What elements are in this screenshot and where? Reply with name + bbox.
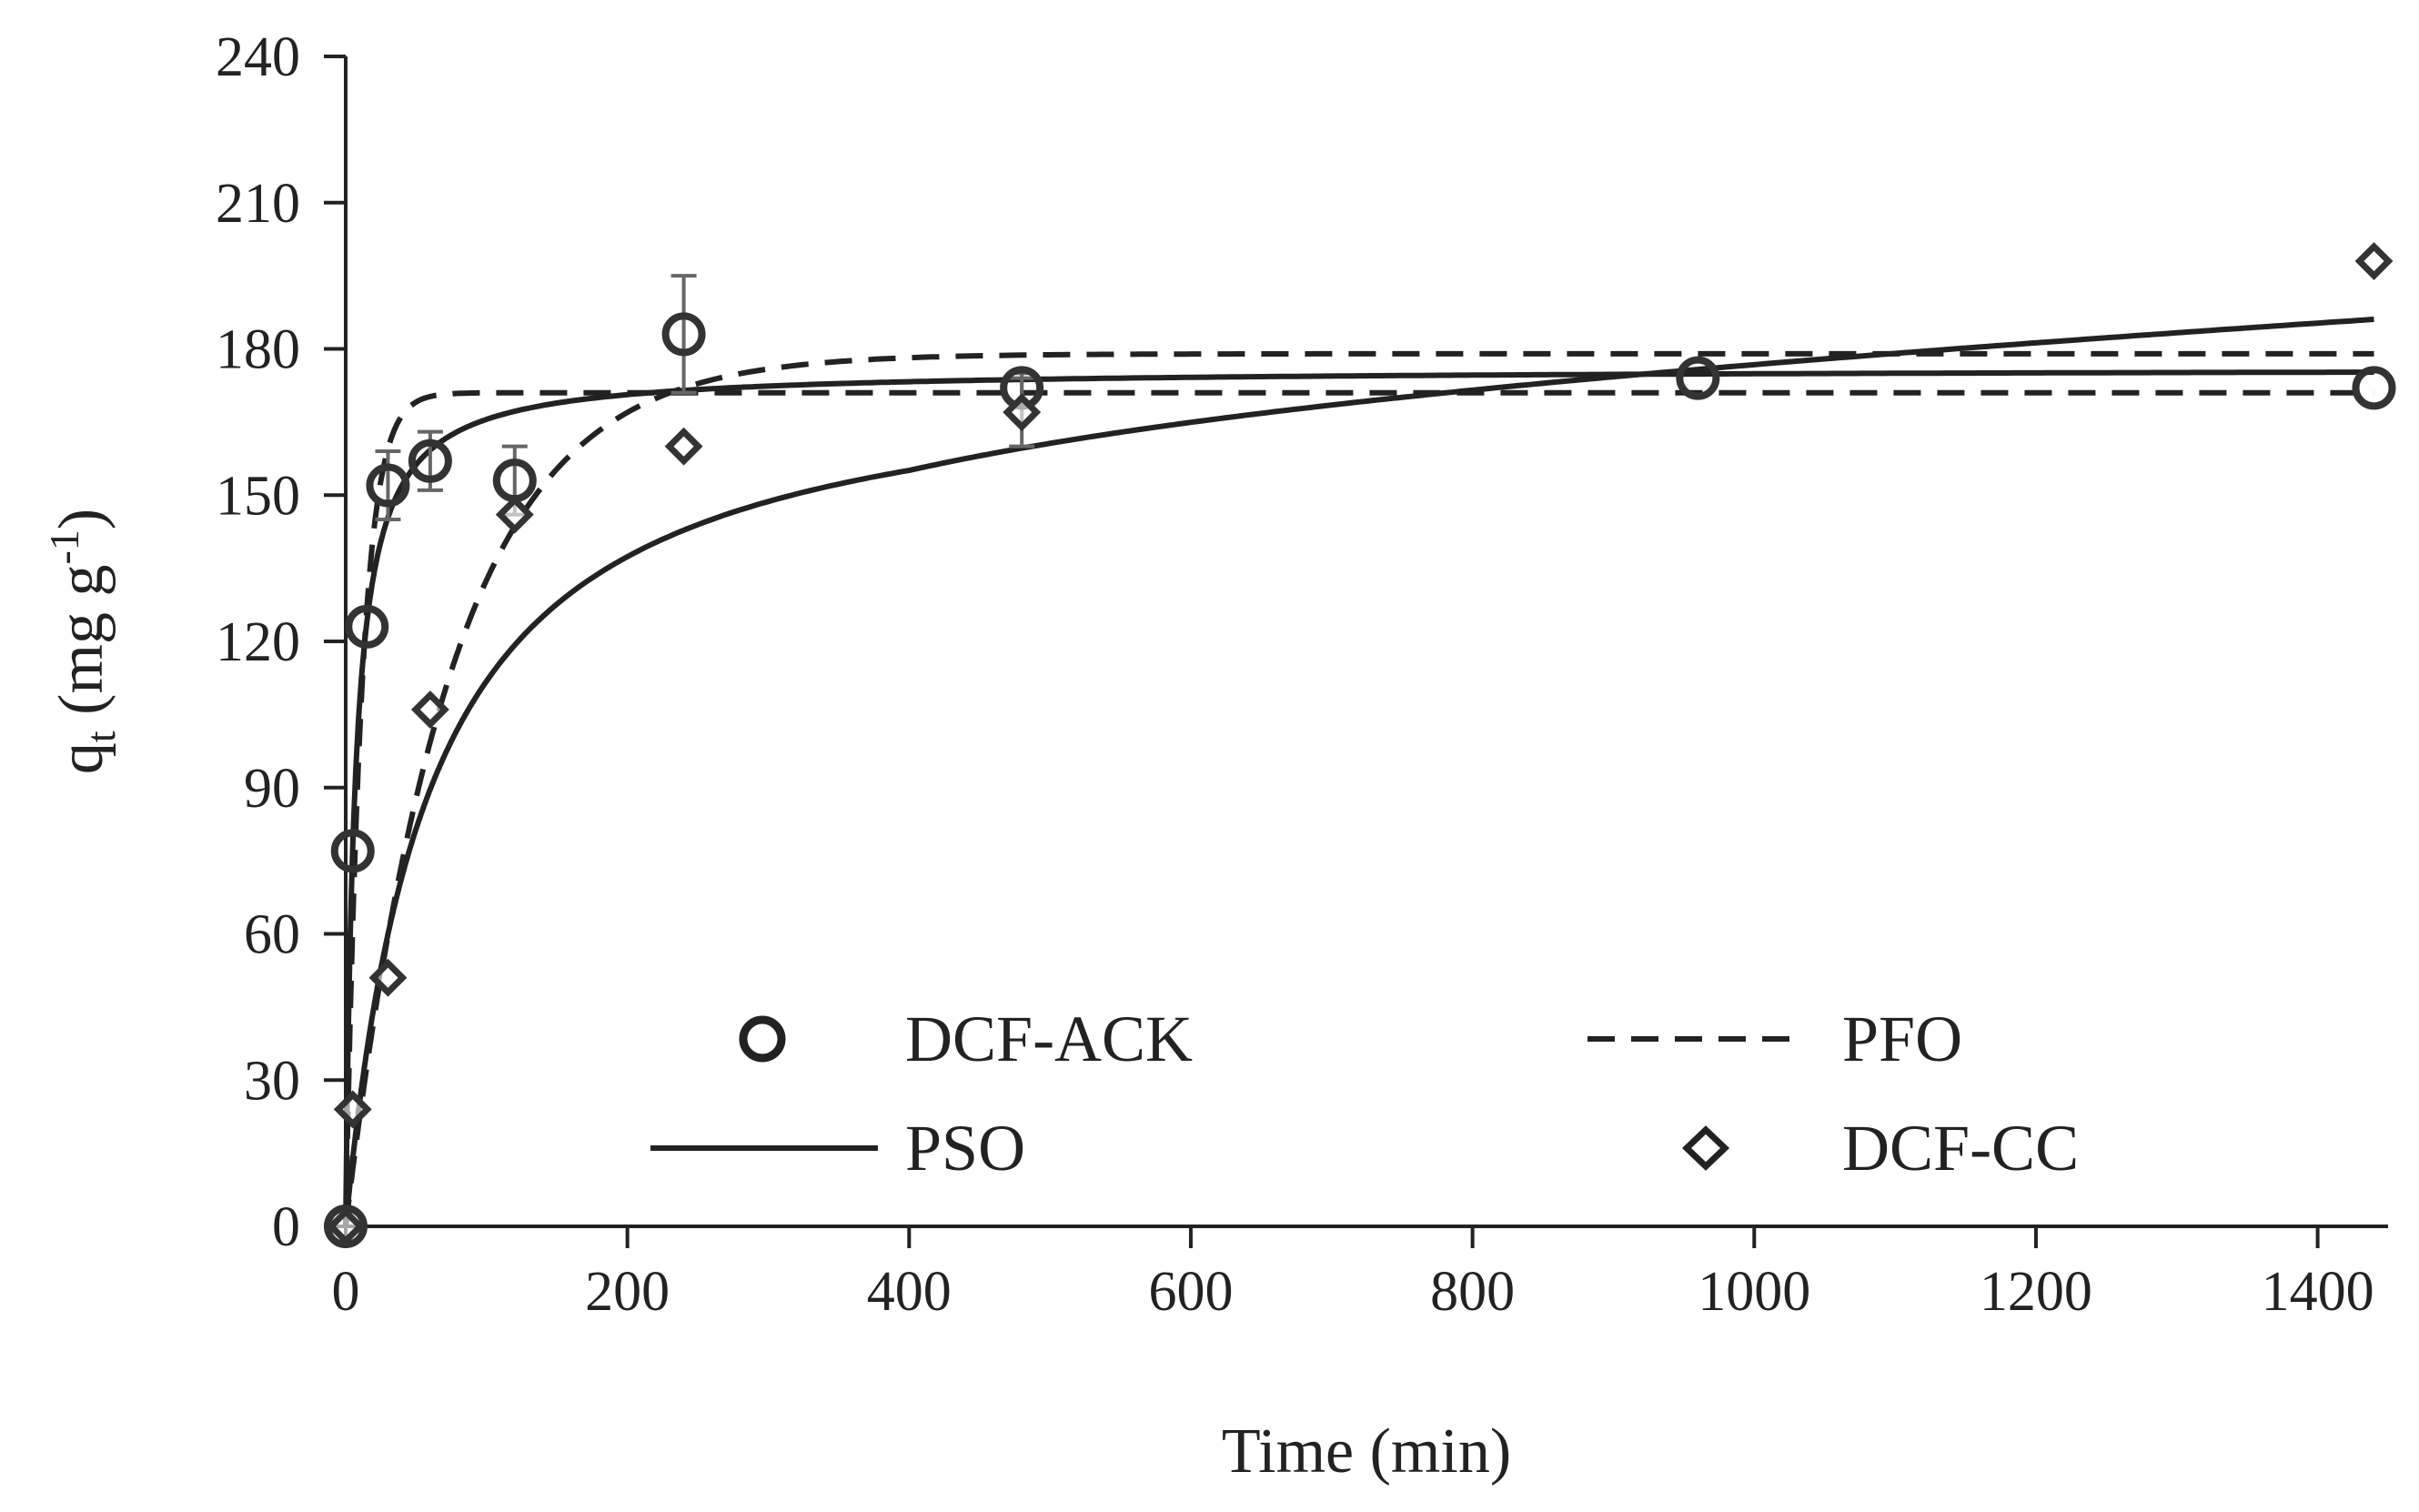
dcf-cc-point xyxy=(333,1090,372,1129)
x-tick-label: 400 xyxy=(867,1261,952,1323)
legend-item-dcf-cc: DCF-CC xyxy=(1681,1112,2079,1184)
dcf-cc-point xyxy=(664,427,703,466)
x-tick-label: 600 xyxy=(1148,1261,1233,1323)
y-tick-label: 30 xyxy=(244,1050,300,1112)
dcf-cc-point xyxy=(2354,242,2394,280)
x-tick-label: 1000 xyxy=(1698,1261,1810,1323)
y-axis-title-unit: (mg g xyxy=(46,565,116,731)
y-tick-label: 90 xyxy=(244,758,300,820)
dcf-ack-point xyxy=(1676,356,1720,400)
pfo-fit-dcf-cc-line xyxy=(343,350,2374,1227)
dcf-cc-point xyxy=(495,495,534,534)
legend-label-dcf-cc: DCF-CC xyxy=(1842,1112,2079,1184)
x-axis-title: Time (min) xyxy=(1222,1416,1511,1487)
axes xyxy=(344,56,2388,1228)
legend-item-pfo: PFO xyxy=(1587,1003,1962,1075)
y-tick-label: 60 xyxy=(244,904,300,966)
dcf-cc-point xyxy=(368,958,408,997)
legend-label-pfo: PFO xyxy=(1842,1003,1962,1075)
dcf-ack-point xyxy=(366,463,410,508)
pfo-fit-dcf-ack-line xyxy=(343,389,2374,1227)
y-axis-title-unit-superscript: -1 xyxy=(41,529,87,564)
legend-item-dcf-ack: DCF-ACK xyxy=(739,1003,1193,1075)
x-tick-label: 1200 xyxy=(1980,1261,2092,1323)
y-tick-label: 180 xyxy=(216,319,300,381)
y-tick-label: 210 xyxy=(216,173,300,235)
pso-fit-dcf-ack-line xyxy=(343,369,2374,1227)
x-tick-label: 1400 xyxy=(2262,1261,2374,1323)
y-axis-title-subscript: t xyxy=(77,731,124,742)
y-tick-label: 240 xyxy=(216,26,300,88)
legend-label-pso: PSO xyxy=(905,1112,1025,1184)
dcf-ack-point xyxy=(661,312,706,357)
fit-curves xyxy=(343,317,2374,1227)
legend-label-dcf-ack: DCF-ACK xyxy=(905,1003,1193,1075)
legend-item-pso: PSO xyxy=(650,1112,1025,1184)
y-tick-label: 0 xyxy=(272,1196,300,1258)
y-tick-label: 120 xyxy=(216,611,300,673)
dcf-cc-point xyxy=(1003,393,1042,432)
dcf-ack-point xyxy=(408,438,452,483)
x-tick-label: 800 xyxy=(1430,1261,1515,1323)
dcf-cc-point xyxy=(410,690,449,729)
y-axis-title-unit-close: ) xyxy=(46,509,116,529)
data-markers xyxy=(324,242,2396,1248)
legend: DCF-ACK PFO PSO DCF-CC xyxy=(650,1003,2079,1184)
dcf-ack-point xyxy=(2352,366,2396,410)
pso-fit-dcf-cc-line xyxy=(343,317,2374,1227)
dcf-ack-point xyxy=(330,829,375,873)
x-tick-label: 0 xyxy=(332,1261,360,1323)
legend-symbol-diamond xyxy=(1681,1125,1730,1171)
y-axis-title-main: q xyxy=(46,742,116,774)
dcf-cc-point xyxy=(327,1207,365,1245)
x-tick-label: 200 xyxy=(585,1261,670,1323)
legend-symbol-circle xyxy=(739,1015,786,1063)
dcf-ack-point xyxy=(345,604,389,649)
error-bars xyxy=(375,274,1035,522)
y-axis-title: qt (mg g-1) xyxy=(41,509,124,774)
axis-ticks: 0 30 60 90 120 150 180 210 240 0 200 400 600 800 1000 1… xyxy=(216,26,2374,1323)
y-tick-label: 150 xyxy=(216,465,300,527)
